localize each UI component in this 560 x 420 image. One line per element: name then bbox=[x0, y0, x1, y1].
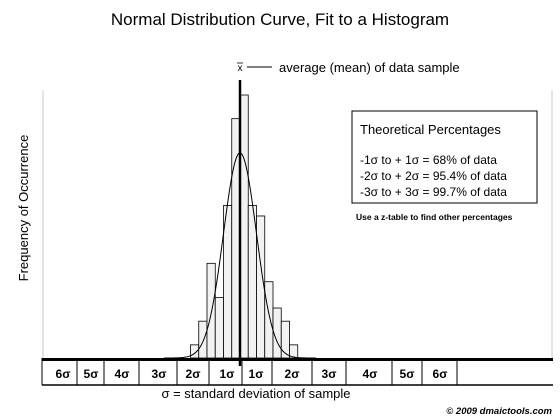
histogram-bars bbox=[190, 94, 299, 359]
histogram-bar bbox=[264, 281, 274, 359]
sigma-tick-label: 4σ bbox=[363, 367, 378, 381]
chart-title: Normal Distribution Curve, Fit to a Hist… bbox=[111, 10, 449, 29]
percentages-box-title: Theoretical Percentages bbox=[360, 122, 501, 137]
histogram-bar bbox=[206, 262, 216, 359]
sigma-tick-label: 2σ bbox=[186, 367, 201, 381]
histogram-bar bbox=[256, 215, 266, 359]
percentages-box bbox=[351, 110, 538, 204]
x-axis-line bbox=[42, 358, 553, 361]
sigma-tick-label: 5σ bbox=[400, 367, 415, 381]
percentage-line-2: -2σ to + 2σ = 95.4% of data bbox=[360, 169, 507, 183]
histogram-bar bbox=[280, 320, 290, 359]
sigma-tick-label: 4σ bbox=[115, 367, 130, 381]
sigma-tick-label: 2σ bbox=[285, 367, 300, 381]
histogram-bar bbox=[214, 297, 224, 359]
z-table-note: Use a z-table to find other percentages bbox=[356, 212, 513, 222]
histogram-bar bbox=[247, 205, 257, 359]
sigma-tick-label: 5σ bbox=[84, 367, 99, 381]
copyright-text: © 2009 dmaictools.com bbox=[446, 406, 552, 417]
histogram-bar bbox=[198, 320, 208, 359]
percentage-line-3: -3σ to + 3σ = 99.7% of data bbox=[360, 185, 507, 199]
sigma-tick-label: 6σ bbox=[56, 367, 71, 381]
y-axis-label: Frequency of Occurrence bbox=[16, 135, 31, 282]
mean-symbol: x bbox=[238, 63, 243, 74]
percentage-line-1: -1σ to + 1σ = 68% of data bbox=[360, 153, 497, 167]
mean-label: average (mean) of data sample bbox=[279, 60, 460, 75]
sigma-tick-label: 1σ bbox=[220, 367, 235, 381]
sigma-axis: 6σ 5σ 4σ 3σ 2σ 1σ 1σ 2σ 3σ 4σ 5σ 6σ bbox=[41, 358, 458, 385]
sigma-tick-label: 6σ bbox=[433, 367, 448, 381]
histogram-bar bbox=[190, 344, 200, 359]
sigma-tick-label: 1σ bbox=[249, 367, 264, 381]
sigma-tick-label: 3σ bbox=[152, 367, 167, 381]
x-axis-label: σ = standard deviation of sample bbox=[161, 386, 350, 401]
sigma-tick-label: 3σ bbox=[322, 367, 337, 381]
histogram-bar bbox=[223, 205, 233, 359]
